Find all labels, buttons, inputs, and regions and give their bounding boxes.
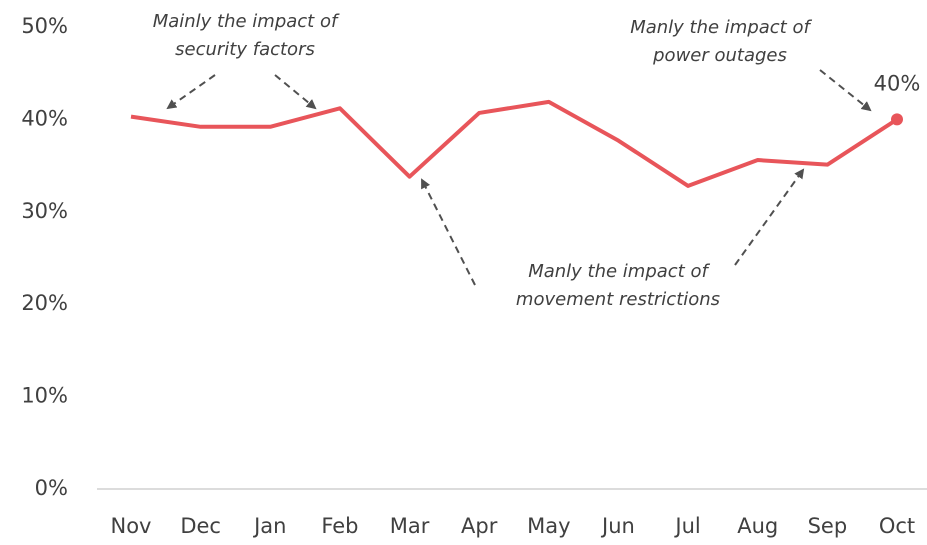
annotation: Manly the impact of xyxy=(630,17,812,38)
y-tick-label: 50% xyxy=(21,14,68,38)
y-tick-label: 10% xyxy=(21,384,68,408)
annotation-arrow xyxy=(166,74,216,110)
x-tick-label: Aug xyxy=(737,514,778,538)
x-tick-label: Dec xyxy=(180,514,221,538)
annotation: Manly the impact of xyxy=(528,261,710,282)
x-tick-label: Jul xyxy=(673,514,700,538)
y-tick-label: 40% xyxy=(21,106,68,130)
y-tick-label: 0% xyxy=(35,476,68,500)
x-tick-label: Apr xyxy=(461,514,498,538)
annotation: power outages xyxy=(652,45,787,66)
annotation-arrow xyxy=(819,69,872,112)
point xyxy=(891,113,903,126)
x-tick-label: Sep xyxy=(808,514,848,538)
y-tick-label: 20% xyxy=(21,291,68,315)
x-tick-label: Nov xyxy=(111,514,152,538)
annotation-arrow xyxy=(274,74,317,110)
x-tick-label: Oct xyxy=(879,514,915,538)
annotation-arrow xyxy=(734,168,805,266)
annotation: movement restrictions xyxy=(516,289,720,310)
x-tick-label: Jan xyxy=(252,514,286,538)
x-tick-label: Mar xyxy=(390,514,430,538)
data-label: 40% xyxy=(874,71,921,95)
x-tick-label: May xyxy=(527,514,570,538)
line xyxy=(130,99,899,188)
x-tick-label: Jun xyxy=(600,514,635,538)
annotation-arrow xyxy=(421,178,476,286)
y-tick-label: 30% xyxy=(21,199,68,223)
annotation: security factors xyxy=(175,39,315,60)
x-tick-label: Feb xyxy=(321,514,358,538)
annotation: Mainly the impact of xyxy=(153,11,340,32)
